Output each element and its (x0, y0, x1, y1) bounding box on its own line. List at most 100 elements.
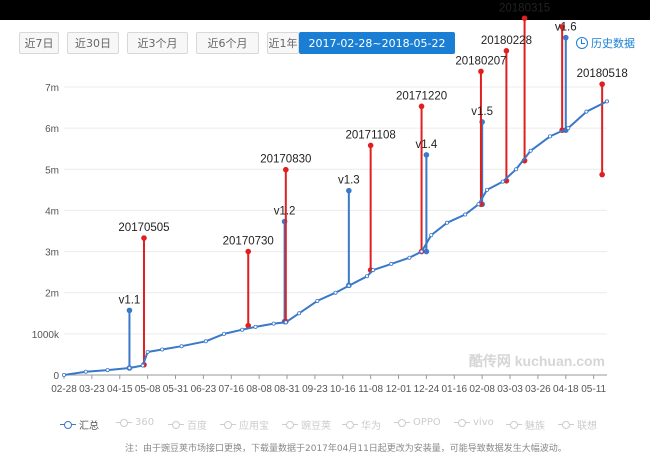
series-point (283, 320, 288, 325)
series-point (346, 283, 351, 288)
date-marker-top-dot (141, 235, 147, 241)
series-point (463, 212, 468, 217)
legend-item-baidu[interactable]: 百度 (168, 417, 207, 432)
date-marker-bottom-dot (245, 322, 252, 329)
version-marker-top-dot (126, 307, 133, 314)
series-point (315, 298, 320, 303)
line-marker-icon (342, 420, 358, 430)
version-marker-top-dot (562, 34, 569, 41)
y-tick-label: 5m (45, 165, 59, 176)
series-point (253, 324, 258, 329)
watermark: 酷传网 kuchuan.com (469, 353, 605, 369)
history-data-label: 历史数据 (591, 37, 635, 50)
x-tick-label: 11-08 (358, 384, 383, 395)
series-point (145, 349, 150, 354)
series-point (371, 268, 376, 273)
legend-item-oppo[interactable]: OPPO (394, 417, 441, 428)
legend-label: 魅族 (525, 421, 545, 432)
tab-3-months[interactable]: 近3个月 (127, 32, 188, 54)
legend-item-vivo[interactable]: vivo (454, 417, 494, 428)
line-marker-icon (168, 420, 184, 430)
series-point (566, 126, 571, 131)
legend-label: 汇总 (79, 421, 99, 432)
series-point (333, 290, 338, 295)
x-tick-label: 03-23 (79, 384, 105, 395)
series-point (160, 347, 165, 352)
x-tick-label: 07-16 (218, 384, 244, 395)
y-tick-label: 3m (45, 248, 59, 259)
version-marker-bottom-dot (423, 248, 430, 255)
line-marker-icon (558, 420, 574, 430)
line-marker-icon (220, 420, 236, 430)
legend-label: 360 (135, 417, 155, 428)
x-tick-label: 03-26 (525, 384, 551, 395)
tab-custom-range[interactable]: 2017-02-28~2018-05-22 (299, 32, 455, 54)
x-tick-label: 02-28 (51, 384, 77, 395)
series-point (445, 220, 450, 225)
series-point (221, 331, 226, 336)
tab-30-days[interactable]: 近30日 (67, 32, 119, 54)
legend-item-360[interactable]: 360 (116, 417, 154, 428)
date-marker-top-dot (283, 166, 289, 173)
x-axis: 02-28 03-23 04-15 05-08 05-31 06-23 07-16 08-08… (51, 374, 607, 395)
x-tick-label: 04-18 (553, 384, 579, 395)
version-marker-label: v1.4 (416, 139, 438, 151)
legend-item-lenovo[interactable]: 联想 (558, 417, 597, 432)
line-marker-icon (282, 420, 298, 430)
version-marker-label: v1.5 (471, 106, 493, 118)
line-marker-icon (454, 418, 470, 428)
version-marker-label: v1.6 (555, 22, 577, 34)
series-point (485, 187, 490, 192)
release-markers (126, 15, 605, 371)
series-point (389, 261, 394, 266)
version-marker-label: v1.2 (274, 206, 296, 218)
line-marker-icon (394, 418, 410, 428)
x-tick-label: 04-15 (107, 384, 133, 395)
y-tick-label: 2m (45, 289, 59, 300)
series-point (203, 339, 208, 344)
date-marker-label: 20170505 (118, 222, 169, 234)
date-marker-label: 20170830 (260, 154, 311, 166)
x-tick-label: 09-23 (302, 384, 328, 395)
legend-label: vivo (473, 417, 494, 428)
series-point (127, 366, 132, 371)
footnote: 注：由于豌豆荚市场接口更换，下载量数据于2017年04月11日起更改为安装量，可… (125, 444, 567, 454)
legend-item-wandoujia[interactable]: 豌豆荚 (282, 417, 331, 432)
x-tick-label: 08-31 (274, 384, 300, 395)
marker-labels: v1.1 v1.2 v1.3 v1.4 v1.5 v1.6 20170505 20170730… (118, 2, 627, 306)
tab-6-months[interactable]: 近6个月 (196, 32, 259, 54)
series-point (179, 344, 184, 349)
legend-item-huawei[interactable]: 华为 (342, 417, 381, 432)
date-marker-top-dot (503, 47, 510, 54)
y-tick-label: 6m (45, 124, 59, 135)
version-marker-top-dot (346, 187, 352, 194)
x-tick-label: 12-24 (414, 384, 440, 395)
date-marker-label: 20180315 (499, 2, 550, 14)
legend-label: 华为 (361, 421, 381, 432)
series-point (297, 311, 302, 316)
date-marker-top-dot (418, 103, 425, 110)
history-data-link[interactable]: 历史数据 (576, 34, 635, 52)
x-tick-label: 12-01 (386, 384, 412, 395)
legend-item-yingyongbao[interactable]: 应用宝 (220, 417, 269, 432)
legend-item-meizu[interactable]: 魅族 (506, 417, 545, 432)
x-tick-label: 08-08 (246, 384, 272, 395)
legend-item-summary[interactable]: 汇总 (60, 417, 99, 432)
series-point (605, 99, 610, 104)
x-tick-label: 05-08 (135, 384, 161, 395)
x-tick-label: 05-31 (163, 384, 189, 395)
date-marker-label: 20180228 (481, 35, 532, 47)
date-marker-top-dot (478, 68, 484, 75)
tab-1-year[interactable]: 近1年 (267, 32, 299, 54)
line-marker-icon (506, 420, 522, 430)
legend-label: 百度 (187, 421, 207, 432)
date-marker-top-dot (367, 142, 374, 149)
x-tick-label: 05-11 (581, 384, 606, 395)
y-tick-label: 4m (45, 206, 59, 217)
series-point (407, 255, 412, 260)
date-marker-label: 20170730 (223, 236, 274, 248)
series-point (429, 233, 434, 238)
y-axis: 0 1000k 2m 3m 4m 5m 6m 7m (32, 83, 60, 382)
tab-7-days[interactable]: 近7日 (19, 32, 59, 54)
